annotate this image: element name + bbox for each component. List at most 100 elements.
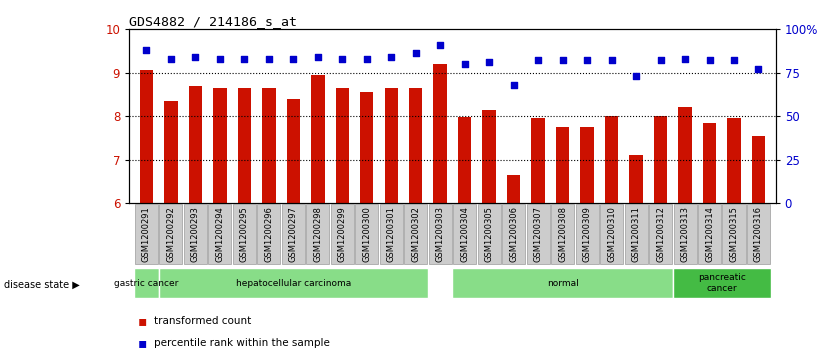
Bar	[751, 136, 766, 203]
FancyBboxPatch shape	[722, 204, 746, 264]
Bar	[384, 88, 398, 203]
Text: GSM1200313: GSM1200313	[681, 206, 690, 262]
Text: GSM1200297: GSM1200297	[289, 206, 298, 262]
Text: GDS4882 / 214186_s_at: GDS4882 / 214186_s_at	[129, 15, 297, 28]
FancyBboxPatch shape	[258, 204, 280, 264]
FancyBboxPatch shape	[674, 204, 696, 264]
FancyBboxPatch shape	[233, 204, 256, 264]
FancyBboxPatch shape	[551, 204, 574, 264]
Point	[214, 56, 227, 62]
Text: gastric cancer: gastric cancer	[114, 279, 178, 287]
Point	[434, 42, 447, 48]
Text: GSM1200302: GSM1200302	[411, 206, 420, 262]
Bar	[164, 101, 178, 203]
FancyBboxPatch shape	[625, 204, 647, 264]
Text: transformed count: transformed count	[154, 316, 252, 326]
Text: disease state ▶: disease state ▶	[4, 280, 80, 290]
Text: GSM1200308: GSM1200308	[558, 206, 567, 262]
Text: GSM1200292: GSM1200292	[167, 206, 175, 262]
Text: GSM1200305: GSM1200305	[485, 206, 494, 262]
FancyBboxPatch shape	[429, 204, 452, 264]
Point	[384, 54, 398, 60]
Point	[262, 56, 275, 62]
Point	[531, 57, 545, 63]
Bar	[556, 127, 570, 203]
Point	[654, 57, 667, 63]
Bar	[482, 110, 496, 203]
FancyBboxPatch shape	[526, 204, 550, 264]
Text: GSM1200304: GSM1200304	[460, 206, 470, 262]
Bar	[507, 175, 520, 203]
FancyBboxPatch shape	[208, 204, 231, 264]
FancyBboxPatch shape	[159, 204, 183, 264]
Bar	[188, 86, 202, 203]
Point	[311, 54, 324, 60]
Point	[409, 50, 422, 56]
FancyBboxPatch shape	[452, 269, 673, 298]
Text: GSM1200298: GSM1200298	[314, 206, 322, 262]
Bar	[605, 116, 618, 203]
Text: hepatocellular carcinoma: hepatocellular carcinoma	[236, 279, 351, 287]
Text: GSM1200300: GSM1200300	[362, 206, 371, 262]
Bar	[335, 88, 349, 203]
Bar	[654, 116, 667, 203]
FancyBboxPatch shape	[282, 204, 304, 264]
Point	[140, 47, 153, 53]
Bar	[727, 118, 741, 203]
Text: GSM1200291: GSM1200291	[142, 206, 151, 262]
FancyBboxPatch shape	[183, 204, 207, 264]
Text: normal: normal	[547, 279, 579, 287]
Bar	[580, 127, 594, 203]
FancyBboxPatch shape	[453, 204, 476, 264]
Text: GSM1200309: GSM1200309	[583, 206, 591, 262]
Point	[727, 57, 741, 63]
Bar	[678, 107, 691, 203]
Text: percentile rank within the sample: percentile rank within the sample	[154, 338, 330, 348]
Text: GSM1200295: GSM1200295	[240, 206, 249, 262]
Bar	[262, 88, 275, 203]
FancyBboxPatch shape	[331, 204, 354, 264]
Text: GSM1200299: GSM1200299	[338, 206, 347, 262]
Point	[605, 57, 618, 63]
Bar	[214, 88, 227, 203]
Bar	[434, 64, 447, 203]
Text: GSM1200316: GSM1200316	[754, 206, 763, 262]
FancyBboxPatch shape	[698, 204, 721, 264]
Point	[703, 57, 716, 63]
Point	[630, 73, 643, 79]
Bar	[531, 118, 545, 203]
Text: GSM1200307: GSM1200307	[534, 206, 543, 262]
Text: ▪: ▪	[138, 336, 147, 350]
Point	[678, 56, 691, 62]
Text: GSM1200303: GSM1200303	[435, 206, 445, 262]
Point	[360, 56, 374, 62]
Text: pancreatic
cancer: pancreatic cancer	[698, 273, 746, 293]
Text: GSM1200310: GSM1200310	[607, 206, 616, 262]
FancyBboxPatch shape	[575, 204, 599, 264]
Point	[483, 59, 496, 65]
FancyBboxPatch shape	[747, 204, 770, 264]
FancyBboxPatch shape	[600, 204, 623, 264]
Point	[164, 56, 178, 62]
Point	[335, 56, 349, 62]
Text: GSM1200315: GSM1200315	[730, 206, 738, 262]
FancyBboxPatch shape	[673, 269, 771, 298]
Bar	[630, 155, 643, 203]
Point	[751, 66, 765, 72]
Text: GSM1200311: GSM1200311	[631, 206, 641, 262]
FancyBboxPatch shape	[379, 204, 403, 264]
FancyBboxPatch shape	[355, 204, 379, 264]
Text: ▪: ▪	[138, 314, 147, 328]
Bar	[238, 88, 251, 203]
Text: GSM1200301: GSM1200301	[387, 206, 396, 262]
Point	[580, 57, 594, 63]
Point	[556, 57, 570, 63]
Bar	[703, 123, 716, 203]
Bar	[409, 88, 423, 203]
FancyBboxPatch shape	[404, 204, 427, 264]
Bar	[139, 70, 153, 203]
Text: GSM1200293: GSM1200293	[191, 206, 200, 262]
Text: GSM1200312: GSM1200312	[656, 206, 665, 262]
FancyBboxPatch shape	[649, 204, 672, 264]
Bar	[311, 75, 324, 203]
